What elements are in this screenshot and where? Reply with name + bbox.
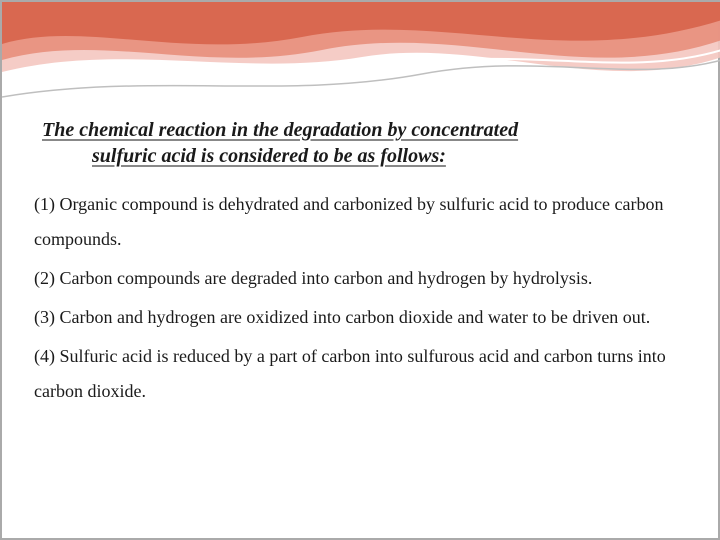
title-line2: sulfuric acid is considered to be as fol… xyxy=(42,145,446,167)
slide: The chemical reaction in the degradation… xyxy=(0,0,720,540)
title-line1: The chemical reaction in the degradation… xyxy=(42,119,518,141)
slide-title: The chemical reaction in the degradation… xyxy=(42,117,658,169)
content-area: (1) Organic compound is dehydrated and c… xyxy=(34,187,678,414)
item-2: (2) Carbon compounds are degraded into c… xyxy=(34,261,678,296)
item-1: (1) Organic compound is dehydrated and c… xyxy=(34,187,678,257)
item-4: (4) Sulfuric acid is reduced by a part o… xyxy=(34,339,678,409)
decorative-wave-header xyxy=(2,2,720,112)
item-3: (3) Carbon and hydrogen are oxidized int… xyxy=(34,300,678,335)
